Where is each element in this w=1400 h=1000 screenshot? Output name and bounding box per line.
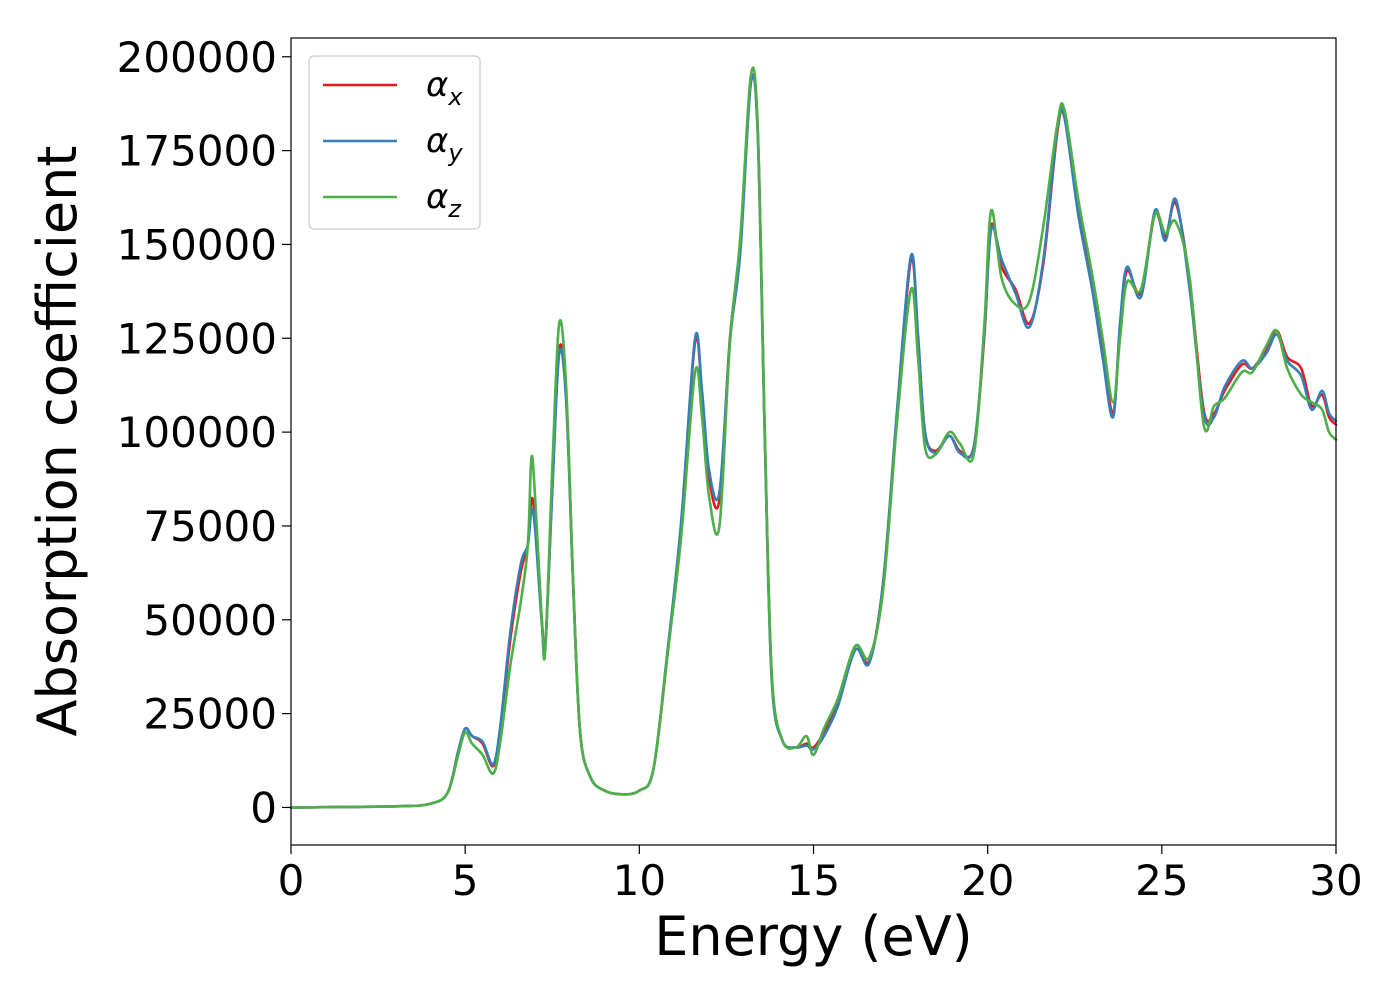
legend-label-alpha-z: αz (426, 177, 462, 223)
y-tick-label: 125000 (117, 314, 277, 363)
y-tick-label: 75000 (143, 502, 277, 551)
x-tick-label: 10 (613, 856, 666, 905)
legend-box (308, 55, 481, 230)
y-tick-label: 150000 (117, 220, 277, 269)
x-tick-label: 30 (1309, 856, 1362, 905)
y-tick-label: 50000 (143, 596, 277, 645)
series-line-alpha-z (289, 66, 1338, 809)
x-tick-label: 5 (452, 856, 479, 905)
y-axis: 0 25000 50000 75000 100000 125000 150000 175000… (117, 33, 291, 832)
x-axis-label: Energy (eV) (654, 905, 973, 968)
y-tick-label: 175000 (117, 127, 277, 176)
y-axis-label: Absorption coefficient (26, 146, 89, 737)
x-tick-label: 25 (1135, 856, 1188, 905)
x-tick-label: 0 (278, 856, 305, 905)
series-layer (289, 66, 1338, 809)
legend-label-alpha-x: αx (426, 65, 463, 111)
x-tick-label: 20 (961, 856, 1014, 905)
y-tick-label: 0 (250, 783, 277, 832)
legend: αx αy αz (308, 55, 481, 230)
x-axis: 0 5 10 15 20 25 30 (278, 845, 1363, 905)
legend-label-alpha-y: αy (426, 121, 463, 167)
y-tick-label: 200000 (117, 33, 277, 82)
y-tick-label: 25000 (143, 690, 277, 739)
y-tick-label: 100000 (117, 408, 277, 457)
x-tick-label: 15 (787, 856, 840, 905)
